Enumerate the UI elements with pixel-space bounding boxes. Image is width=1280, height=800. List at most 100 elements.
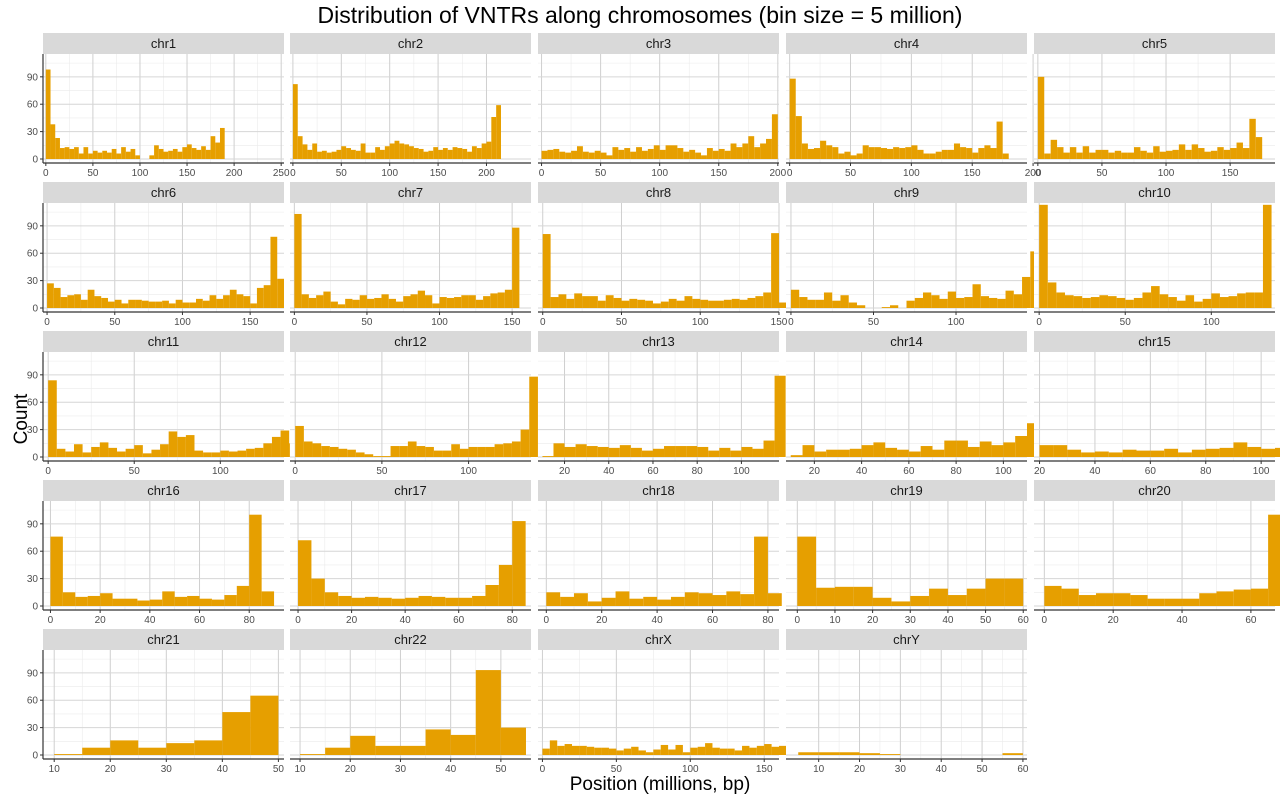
histogram-bar [431,596,446,606]
histogram-bar [189,302,196,308]
histogram-bar [1108,152,1115,159]
histogram-bar [712,747,720,755]
histogram-bar [1247,446,1262,457]
histogram-bar [887,148,894,159]
x-tick-label: 0 [43,168,49,179]
histogram-bar [586,746,595,755]
histogram-bar [564,446,576,457]
histogram-bar [613,297,622,308]
histogram-bar [125,448,135,457]
histogram-bar [1228,296,1238,308]
y-tick-label: 60 [27,547,39,558]
histogram-bar [92,150,98,159]
x-tick-label: 60 [647,466,659,477]
histogram-bar [108,447,118,457]
facet-label: chr13 [642,334,675,349]
x-tick-label: 20 [559,466,571,477]
x-tick-label: 150 [430,168,447,179]
histogram-bar [1168,297,1177,308]
histogram-bar [529,376,538,457]
histogram-bar [1114,150,1122,159]
histogram-bar [814,451,827,457]
histogram-bar [541,150,548,159]
histogram-bar [559,151,566,159]
histogram-bar [742,143,749,159]
histogram-bar [1108,296,1117,308]
x-tick-label: 60 [453,615,465,626]
histogram-bar [1113,593,1131,606]
y-tick-label: 90 [27,72,39,83]
x-tick-label: 250 [273,168,290,179]
facet-label: chr22 [394,632,427,647]
x-tick-label: 10 [49,764,61,775]
histogram-bar [1262,204,1272,308]
histogram-bar [151,449,161,457]
histogram-bar [917,149,924,159]
y-tick-label: 30 [27,574,39,585]
histogram-bar [873,442,886,457]
histogram-bar [653,749,661,755]
histogram-bar [417,290,426,308]
histogram-bar [941,149,948,159]
histogram-bar [477,446,486,457]
histogram-bar [87,595,101,606]
histogram-bar [676,300,685,308]
histogram-bar [741,446,753,457]
histogram-bar [155,301,163,308]
histogram-bar [657,599,671,606]
histogram-bar [726,591,741,606]
x-tick-label: 20 [854,764,866,775]
histogram-bar [347,449,356,457]
histogram-bar [112,598,125,606]
x-tick-label: 20 [95,615,107,626]
histogram-bar [659,149,666,159]
histogram-bar [395,301,404,308]
x-tick-label: 50 [273,764,285,775]
panel-background [43,352,284,461]
histogram-bar [346,148,351,159]
histogram-bar [263,443,272,457]
histogram-bar [1191,449,1206,457]
facet-label: chr19 [890,483,923,498]
histogram-bar [219,127,225,159]
x-tick-label: 60 [707,615,719,626]
histogram-bar [708,450,720,457]
histogram-bar [631,746,639,755]
histogram-bar [102,150,108,159]
histogram-bar [1254,292,1263,308]
histogram-bar [832,300,841,308]
facet-label: chr1 [151,36,176,51]
histogram-bar [94,296,102,308]
histogram-bar [142,453,152,457]
histogram-bar [660,301,669,308]
histogram-bar [351,597,365,606]
histogram-bar [771,233,779,308]
facet-label: chr8 [646,185,671,200]
histogram-bar [815,299,824,308]
histogram-bar [606,155,613,159]
histogram-bar [682,752,691,755]
y-axis-label: Count [11,393,32,445]
x-tick-label: 100 [1203,317,1220,328]
x-tick-label: 20 [1034,466,1046,477]
histogram-bar [1056,292,1065,308]
histogram-bar [1172,149,1179,159]
histogram-bar [1039,445,1054,457]
histogram-bar [195,298,203,308]
x-tick-label: 200 [226,168,243,179]
histogram-bar [416,446,426,457]
histogram-bar [582,296,590,308]
facet-label: chr6 [151,185,176,200]
histogram-bar [364,596,379,606]
histogram-bar [60,297,68,308]
histogram-bar [1022,276,1031,308]
histogram-bar [597,300,606,308]
histogram-bar [325,747,351,755]
histogram-bar [237,450,247,457]
histogram-bar [1044,585,1062,606]
histogram-bar [730,143,737,159]
histogram-bar [1108,452,1123,457]
x-tick-label: 100 [692,317,709,328]
histogram-bar [256,287,264,308]
histogram-bar [59,148,65,159]
